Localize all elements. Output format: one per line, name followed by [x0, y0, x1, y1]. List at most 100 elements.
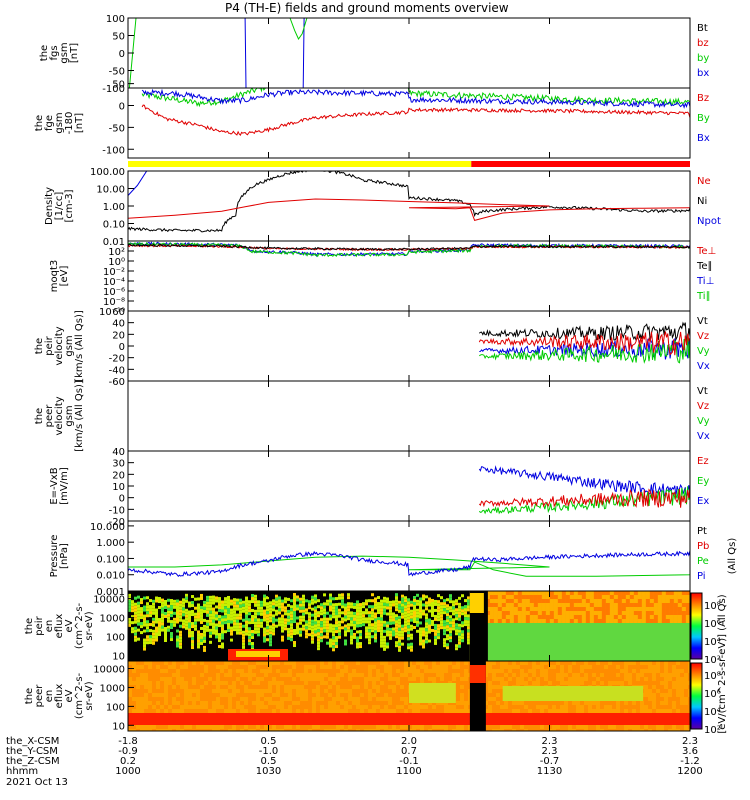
- y-tick-label: 1000: [100, 683, 125, 694]
- orbit-row-label: the_Y-CSM: [6, 746, 58, 757]
- spectrogram-peir_eflux: [128, 591, 690, 661]
- y-tick-label: 0: [119, 49, 125, 60]
- legend-Vy: Vy: [697, 416, 710, 427]
- series-group: [128, 198, 690, 221]
- legend-Ti∥: Ti∥: [696, 291, 711, 302]
- y-tick-label: 100: [106, 632, 125, 643]
- legend-Ne: Ne: [697, 176, 711, 187]
- y-tick-label: 10⁻⁸: [103, 297, 125, 308]
- orbit-row-value: 2.3: [542, 736, 558, 747]
- orbit-row-label: hhmm: [6, 766, 38, 777]
- y-tick-label: 10⁻¹⁰: [99, 307, 125, 318]
- legend-Pt: Pt: [697, 526, 707, 537]
- y-tick-label: 10: [112, 482, 125, 493]
- series-Bx-line: [141, 88, 690, 109]
- y-axis-label: eV: [64, 619, 75, 632]
- y-tick-label: 10: [112, 651, 125, 662]
- y-tick-label: 0.001: [96, 587, 125, 598]
- y-tick-label: 10000: [93, 595, 125, 606]
- orbit-row-value: 1130: [537, 766, 562, 777]
- panel-frame: [127, 380, 691, 452]
- series-Ne-line: [128, 198, 690, 221]
- orbit-row-value: -0.1: [399, 756, 419, 767]
- legend-Vt: Vt: [697, 316, 708, 327]
- y-tick-label: -20: [109, 354, 125, 365]
- y-tick-label: 100.00: [90, 167, 125, 178]
- y-tick-label: 10⁻⁴: [103, 277, 125, 288]
- legend-Vt: Vt: [697, 386, 708, 397]
- y-tick-label: 20: [112, 330, 125, 341]
- y-tick-label: 0: [119, 494, 125, 505]
- legend-Te∥: Te∥: [696, 261, 713, 272]
- series-group: [128, 555, 690, 577]
- y-axis-label: [mV/m]: [59, 467, 70, 505]
- orbit-row-value: 0.5: [261, 736, 277, 747]
- series-group: [244, 18, 305, 88]
- y-tick-label: 1000: [100, 613, 125, 624]
- colorbar-tick-label: 10²: [704, 655, 721, 666]
- y-tick-label: 50: [112, 80, 125, 91]
- y-axis-label: peer: [44, 404, 55, 428]
- series-group: [479, 337, 690, 364]
- pressure-note: (All Qs): [727, 538, 738, 575]
- y-tick-label: 50: [112, 32, 125, 43]
- legend-Bt: Bt: [697, 23, 708, 34]
- y-tick-label: 10²: [108, 247, 125, 258]
- series-group: [128, 171, 690, 233]
- legend-Npot: Npot: [697, 216, 721, 227]
- y-tick-label: -40: [109, 365, 125, 376]
- y-axis-label: [1/cc]: [54, 192, 65, 221]
- orbit-row-value: 1030: [256, 766, 281, 777]
- series-bx-line: [244, 18, 305, 88]
- legend-Ni: Ni: [697, 196, 707, 207]
- y-tick-label: 30: [112, 459, 125, 470]
- y-tick-label: -60: [109, 377, 125, 388]
- chart-title: P4 (TH-E) fields and ground moments over…: [225, 1, 509, 15]
- orbit-row-value: -0.9: [118, 746, 138, 757]
- colorbar-units-label: [eV/(cm^2-s-sr-eV)] (All Qs): [717, 594, 728, 733]
- y-axis-label: en: [44, 690, 55, 703]
- series-Ex-line: [478, 465, 690, 499]
- y-tick-label: 1.000: [96, 538, 125, 549]
- orbit-row-value: 2.3: [682, 736, 698, 747]
- legend-Te⊥: Te⊥: [696, 246, 716, 257]
- y-axis-label: [nT]: [74, 113, 85, 133]
- legend-Vy: Vy: [697, 346, 710, 357]
- series-Bz-line: [141, 104, 690, 136]
- orbit-row-value: 2.0: [401, 736, 417, 747]
- series-group: [141, 88, 690, 109]
- series-Ez-line: [478, 487, 690, 508]
- y-axis-label: eflux: [54, 684, 65, 709]
- y-axis-label: moqt3: [49, 260, 60, 293]
- y-axis-label: eflux: [54, 614, 65, 639]
- orbit-row-value: 0.2: [120, 756, 136, 767]
- y-tick-label: 100: [106, 702, 125, 713]
- y-axis-label: [nT]: [69, 43, 80, 63]
- y-tick-label: -100: [102, 145, 125, 156]
- legend-Ex: Ex: [697, 496, 709, 507]
- y-axis-label: E=-VxB: [49, 467, 60, 504]
- y-axis-label: gsm: [59, 42, 70, 63]
- orbit-row-value: -1.8: [118, 736, 138, 747]
- orbit-row-value: 1100: [396, 766, 421, 777]
- y-axis-label: sr-eV): [84, 681, 95, 710]
- colorbar-tick-label: 10⁸: [704, 601, 721, 612]
- y-axis-label: eV: [64, 689, 75, 702]
- series-by-line: [128, 18, 308, 88]
- series-group: [128, 550, 690, 578]
- legend-Pe: Pe: [697, 556, 709, 567]
- series-Pi-line: [128, 550, 690, 578]
- y-tick-label: 10000: [93, 665, 125, 676]
- legend-Vz: Vz: [697, 401, 709, 412]
- y-axis-label: gsm: [64, 405, 75, 426]
- series-group: [478, 465, 690, 499]
- y-tick-label: 1.00: [103, 202, 125, 213]
- series-Pe-line: [128, 555, 690, 577]
- orbit-row-value: -1.2: [680, 756, 700, 767]
- orbit-row-value: 1200: [677, 766, 702, 777]
- orbit-row-value: 0.7: [401, 746, 417, 757]
- y-axis-label: -180: [64, 112, 75, 135]
- legend-Pi: Pi: [697, 571, 706, 582]
- colorbar: [690, 662, 703, 730]
- orbit-row-value: -1.0: [259, 746, 279, 757]
